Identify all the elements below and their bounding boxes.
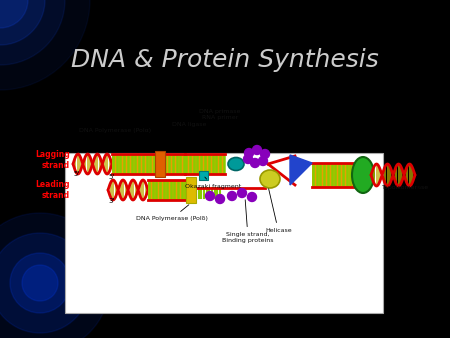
Text: Helicase: Helicase [265, 189, 292, 233]
Circle shape [261, 149, 270, 159]
Circle shape [0, 233, 90, 333]
Text: Okazaki fragment: Okazaki fragment [185, 177, 241, 189]
Text: DNA Polymerase (Polα): DNA Polymerase (Polα) [79, 128, 151, 152]
Circle shape [251, 159, 260, 168]
Text: Single strand,
Binding proteins: Single strand, Binding proteins [222, 200, 274, 243]
Ellipse shape [260, 170, 280, 188]
Text: DNA ligase: DNA ligase [172, 122, 207, 151]
Circle shape [258, 156, 267, 166]
Circle shape [0, 0, 28, 28]
Circle shape [238, 189, 247, 197]
Circle shape [206, 192, 215, 200]
Circle shape [22, 265, 58, 301]
Ellipse shape [352, 157, 374, 193]
Polygon shape [290, 155, 312, 185]
Text: 3': 3' [108, 198, 114, 204]
Circle shape [252, 145, 261, 154]
Circle shape [248, 193, 256, 201]
FancyBboxPatch shape [148, 180, 190, 200]
Ellipse shape [228, 158, 244, 170]
Circle shape [10, 253, 70, 313]
Text: DNA primase
RNA primer: DNA primase RNA primer [199, 109, 241, 151]
Text: Leading
strand: Leading strand [36, 180, 70, 200]
FancyBboxPatch shape [185, 154, 225, 174]
FancyBboxPatch shape [186, 177, 196, 203]
Text: DNA & Protein Synthesis: DNA & Protein Synthesis [71, 48, 379, 72]
Circle shape [0, 0, 90, 90]
Circle shape [216, 194, 225, 203]
Text: 3': 3' [73, 148, 79, 154]
Text: Topoisomerase: Topoisomerase [382, 185, 429, 190]
Text: 5': 5' [108, 174, 114, 180]
Text: Lagging
strand: Lagging strand [35, 150, 70, 170]
Circle shape [0, 0, 45, 45]
FancyBboxPatch shape [312, 163, 355, 187]
FancyBboxPatch shape [155, 151, 165, 177]
Circle shape [243, 154, 252, 164]
Circle shape [244, 148, 253, 158]
FancyBboxPatch shape [65, 153, 383, 313]
Text: DNA Polymerase (Polδ): DNA Polymerase (Polδ) [136, 205, 208, 221]
FancyBboxPatch shape [199, 171, 208, 180]
Text: 5': 5' [73, 171, 79, 177]
Circle shape [0, 0, 65, 65]
FancyBboxPatch shape [112, 154, 185, 174]
Text: 3': 3' [415, 159, 421, 165]
Circle shape [228, 192, 237, 200]
Text: 5': 5' [415, 184, 421, 190]
Circle shape [0, 213, 110, 338]
